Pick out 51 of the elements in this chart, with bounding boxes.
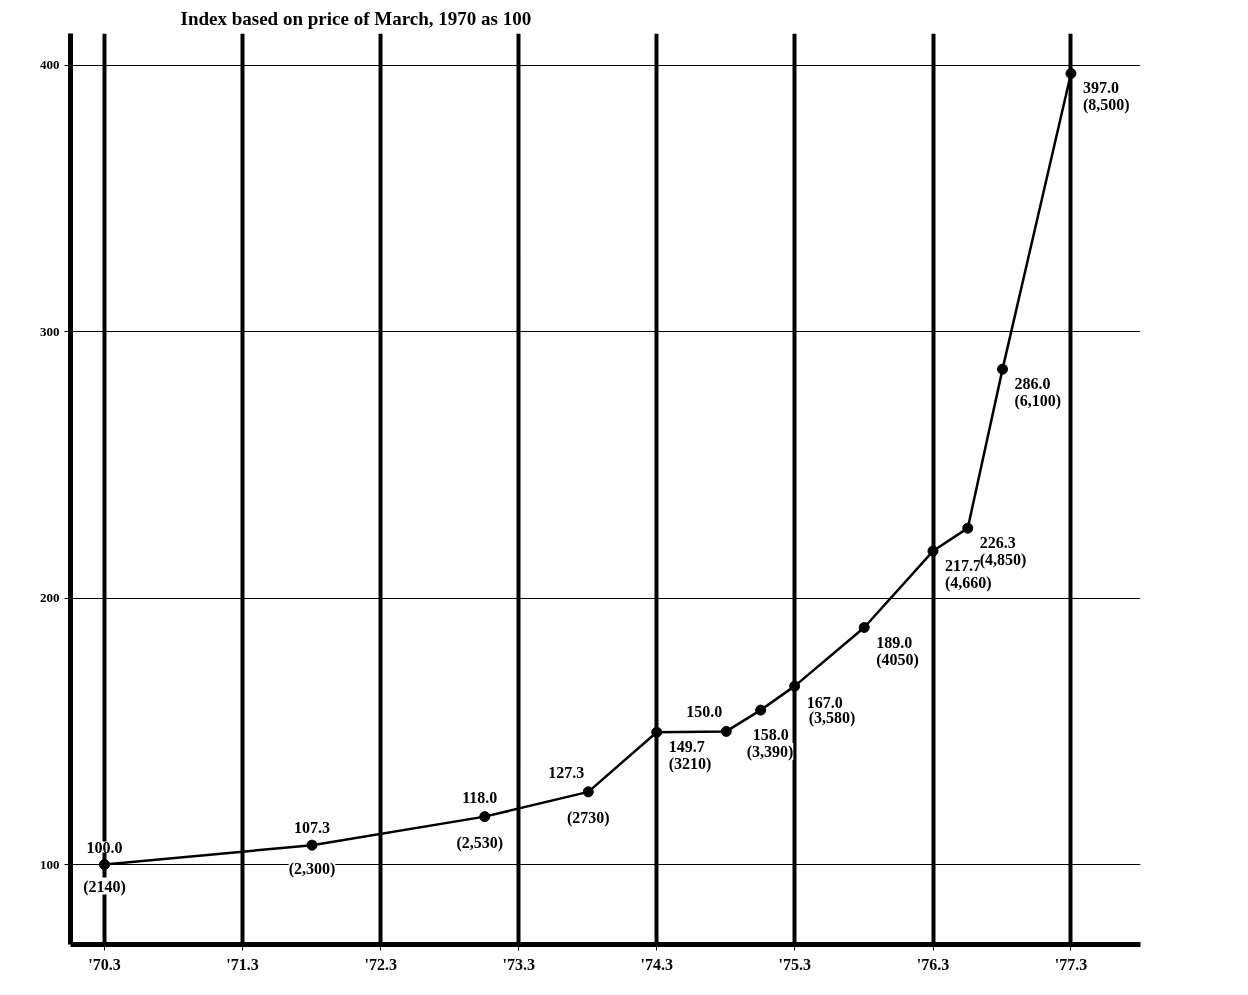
data-label: 107.3 bbox=[294, 819, 331, 837]
y-tick-label: 300 bbox=[40, 323, 60, 339]
x-tick-label: '74.3 bbox=[640, 955, 673, 973]
point bbox=[582, 786, 594, 798]
point bbox=[858, 622, 870, 633]
data-label: 149.7 bbox=[668, 738, 705, 756]
x-tick-label: '75.3 bbox=[778, 955, 811, 973]
annotation: (4,850) bbox=[979, 551, 1027, 570]
y-tick-label: 200 bbox=[40, 590, 60, 606]
point bbox=[997, 363, 1009, 375]
point bbox=[479, 811, 491, 823]
point bbox=[651, 726, 663, 738]
data-label: 167.0 bbox=[806, 694, 843, 712]
point bbox=[962, 522, 974, 534]
point bbox=[720, 725, 732, 737]
chart-title: Index based on price of March, 1970 as 100 bbox=[180, 7, 532, 29]
data-label: 127.3 bbox=[548, 763, 585, 781]
x-tick-label: '73.3 bbox=[502, 955, 535, 973]
annotation: (3,580) bbox=[808, 709, 856, 728]
x-tick-label: '70.3 bbox=[88, 955, 121, 973]
annotation: (2,530) bbox=[456, 833, 504, 852]
y-tick-label: 400 bbox=[40, 57, 60, 73]
point bbox=[1065, 67, 1077, 79]
annotation: (6,100) bbox=[1014, 392, 1062, 411]
point bbox=[99, 859, 111, 871]
x-tick-label: '71.3 bbox=[226, 955, 259, 973]
annotation: (3,390) bbox=[746, 743, 794, 762]
data-label: 226.3 bbox=[979, 534, 1016, 552]
annotation: (4050) bbox=[876, 650, 919, 669]
data-label: 158.0 bbox=[752, 726, 789, 744]
point bbox=[789, 680, 801, 692]
data-label: 217.7 bbox=[945, 557, 981, 575]
point bbox=[927, 545, 939, 557]
x-tick-label: '72.3 bbox=[364, 955, 398, 973]
annotation: (4,660) bbox=[945, 574, 992, 593]
data-label: 189.0 bbox=[876, 633, 913, 651]
annotation: (2730) bbox=[566, 808, 610, 827]
data-label: 397.0 bbox=[1082, 79, 1119, 97]
data-label: 118.0 bbox=[462, 788, 498, 806]
annotation: (2,300) bbox=[288, 860, 336, 879]
point bbox=[306, 839, 318, 851]
annotation: (2140) bbox=[83, 877, 126, 896]
x-tick-label: '76.3 bbox=[916, 955, 950, 973]
annotation: (3210) bbox=[668, 755, 712, 774]
data-label: 286.0 bbox=[1014, 375, 1051, 393]
data-label: 150.0 bbox=[686, 703, 723, 721]
y-tick-label: 100 bbox=[40, 856, 60, 872]
x-tick-label: '77.3 bbox=[1054, 955, 1088, 973]
annotation: (8,500) bbox=[1082, 96, 1130, 115]
data-label: 100.0 bbox=[86, 838, 123, 856]
point bbox=[755, 704, 767, 716]
